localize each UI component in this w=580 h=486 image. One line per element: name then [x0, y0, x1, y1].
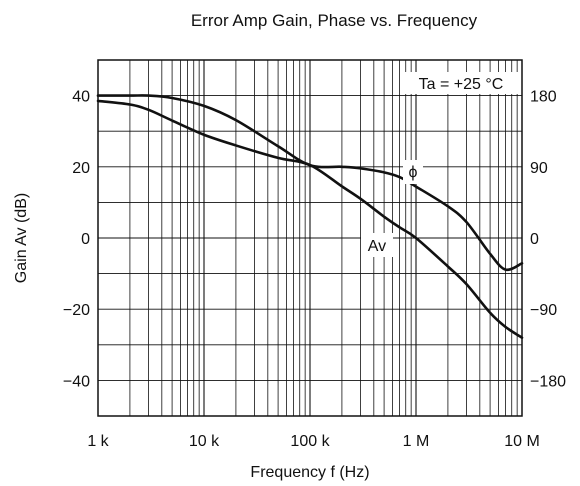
y2-tick-label: 0 [530, 231, 539, 248]
y-tick-label: −40 [63, 373, 90, 390]
x-tick-label: 10 M [504, 433, 540, 450]
y-tick-label: −20 [63, 302, 90, 319]
chart-title: Error Amp Gain, Phase vs. Frequency [191, 11, 478, 30]
series-label-phase: ϕ [409, 164, 418, 181]
series-line-phase [96, 94, 524, 272]
y-tick-label: 40 [72, 89, 90, 106]
series-line-gain [96, 99, 524, 339]
series-label-av: Av [368, 238, 386, 255]
x-tick-label: 1 M [403, 433, 430, 450]
y2-tick-label: −180 [530, 373, 566, 390]
av-label-background [361, 233, 393, 257]
y-tick-label: 0 [81, 231, 90, 248]
y2-tick-label: 180 [530, 89, 557, 106]
x-tick-label: 100 k [290, 433, 330, 450]
plot-frame [97, 59, 523, 417]
tick-labels: 1 k 10 k 100 k 1 M 10 M 40 20 0 −20 −40 180 90 0 −90 −… [63, 89, 566, 450]
y2-tick-label: 90 [530, 160, 548, 177]
annotation-background [403, 72, 520, 94]
x-axis-label: Frequency f (Hz) [250, 464, 369, 481]
grid [98, 60, 522, 416]
y-tick-label: 20 [72, 160, 90, 177]
series-layer [96, 94, 524, 339]
y2-tick-label: −90 [530, 302, 557, 319]
x-tick-label: 1 k [87, 433, 109, 450]
phase-label-background [403, 160, 423, 184]
temperature-annotation: Ta = +25 °C [419, 76, 504, 93]
x-tick-label: 10 k [189, 433, 220, 450]
y-axis-label: Gain Av (dB) [13, 193, 30, 283]
